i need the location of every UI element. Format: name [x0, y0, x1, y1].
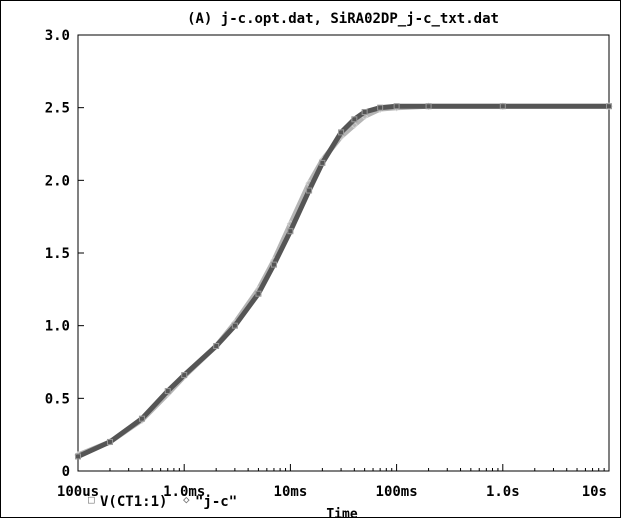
legend-label-0: V(CT1:1) [100, 494, 167, 510]
x-axis-label: Time [326, 507, 357, 520]
chart-title: (A) j-c.opt.dat, SiRA02DP_j-c_txt.dat [187, 11, 499, 27]
series-point-0 [164, 388, 171, 395]
legend-marker-0: □ [88, 493, 95, 506]
series-point-0 [499, 103, 506, 110]
series-point-0 [287, 228, 294, 235]
series-point-0 [75, 453, 81, 460]
legend-label-1: "j-c" [195, 494, 237, 510]
x-tick-label: 10s [582, 484, 607, 500]
x-tick-label: 100us [57, 484, 99, 500]
series-point-0 [306, 187, 313, 194]
series-point-0 [319, 159, 326, 166]
y-tick-label: 1.5 [45, 246, 70, 262]
x-tick-label: 1.0s [486, 484, 520, 500]
x-tick-label: 10ms [274, 484, 308, 500]
series-layer [74, 102, 613, 460]
series-point-0 [351, 116, 358, 123]
y-tick-label: 2.0 [45, 173, 70, 189]
series-point-0 [606, 103, 612, 110]
series-point-0 [338, 129, 345, 136]
series-point-0 [213, 343, 220, 350]
series-point-0 [106, 438, 113, 445]
series-point-0 [255, 290, 262, 297]
legend-marker-1: ◇ [183, 493, 190, 506]
series-line-0 [75, 103, 612, 459]
series-point-0 [138, 415, 145, 422]
y-tick-label: 2.5 [45, 101, 70, 117]
y-tick-label: 0.5 [45, 391, 70, 407]
x-axis: 100us 1.0ms 10ms 100ms 1.0s 10s [57, 464, 610, 500]
series-point-0 [377, 104, 384, 111]
legend: □ V(CT1:1) ◇ "j-c" [88, 493, 237, 510]
series-point-0 [231, 322, 238, 329]
series-point-0 [361, 109, 368, 116]
series-point-0 [181, 372, 188, 379]
series-point-0 [270, 261, 277, 268]
y-tick-label: 0 [62, 464, 70, 480]
y-tick-label: 3.0 [45, 28, 70, 44]
y-tick-label: 1.0 [45, 319, 70, 335]
series-point-0 [393, 103, 400, 110]
x-tick-label: 1.0ms [163, 484, 205, 500]
y-axis: 0 0.5 1.0 1.5 2.0 2.5 3.0 [45, 28, 84, 480]
x-tick-label: 100ms [376, 484, 418, 500]
series-point-0 [425, 103, 432, 110]
